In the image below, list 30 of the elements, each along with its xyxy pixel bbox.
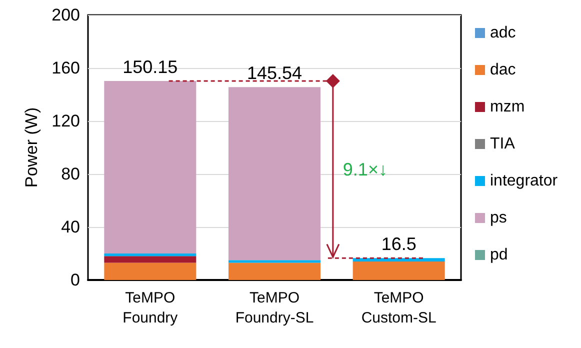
bar [104, 254, 196, 256]
y-axis-title: Power (W) [22, 107, 41, 188]
y-tick-label: 120 [52, 112, 80, 130]
x-tick-label: TeMPO Foundry [122, 290, 178, 326]
bar [228, 262, 321, 280]
legend-label: mzm [490, 98, 525, 116]
bar [228, 260, 321, 263]
bar [352, 258, 445, 262]
y-tick-label: 80 [61, 164, 80, 184]
bar [104, 256, 196, 263]
legend-label: integrator [490, 172, 558, 190]
legend-label: TIA [490, 136, 516, 152]
bar [352, 261, 445, 280]
y-tick-label: 160 [52, 58, 80, 78]
legend-label: pd [490, 246, 508, 264]
bar [228, 87, 321, 260]
legend-label: dac [490, 62, 516, 78]
total-label: 16.5 [381, 234, 416, 254]
x-tick-label: TeMPO Foundry-SL [235, 290, 314, 326]
bar [104, 81, 196, 254]
total-label: 145.54 [246, 63, 302, 84]
y-tick-label: 200 [52, 6, 80, 24]
annotation: 9.1×↓ [342, 160, 388, 180]
legend-label: adc [490, 24, 516, 42]
x-tick-label: TeMPO Custom-SL [361, 290, 436, 326]
y-tick-label: 40 [61, 218, 80, 236]
bar [104, 262, 196, 280]
legend-label: ps [490, 210, 507, 226]
total-label: 150.15 [122, 57, 178, 78]
y-tick-label: 0 [70, 270, 80, 290]
